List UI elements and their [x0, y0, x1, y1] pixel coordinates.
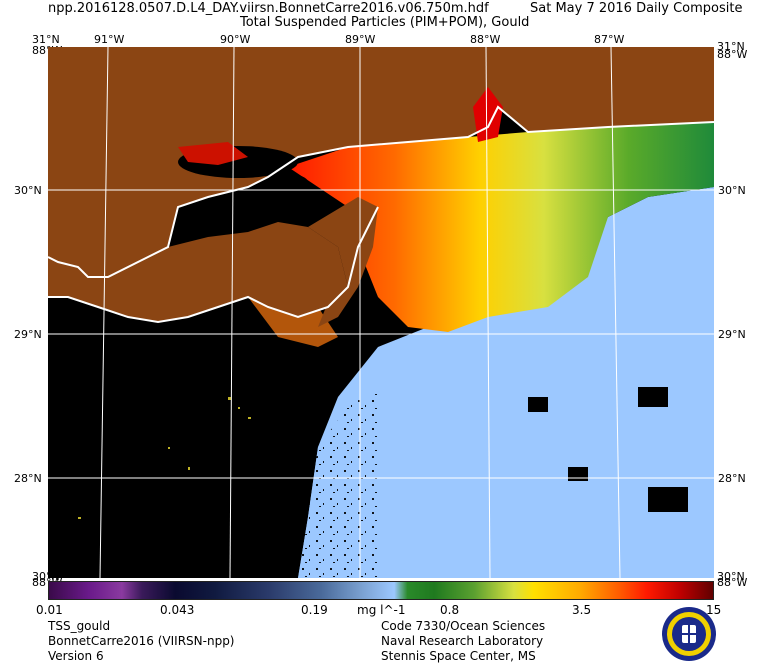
colorbar-tick-2: 0.19	[301, 603, 328, 617]
tss-map[interactable]	[48, 47, 714, 578]
data-speckle	[78, 397, 251, 519]
colorbar	[48, 581, 714, 600]
composite-date-title: Sat May 7 2016 Daily Composite	[530, 1, 743, 16]
map-graphic	[48, 47, 714, 578]
colorbar-tick-4: 3.5	[572, 603, 592, 617]
file-name-title: npp.2016128.0507.D.L4_DAY.viirsn.BonnetC…	[48, 1, 489, 16]
graticule	[48, 47, 714, 578]
footer-region: BonnetCarre2016 (VIIRSN-npp)	[48, 634, 235, 648]
colorbar-tick-1: 0.043	[160, 603, 195, 617]
lat-label-left-29n: 29°N	[14, 328, 42, 341]
offshore-water	[298, 187, 714, 578]
lon-label-87w: 87°W	[594, 33, 625, 46]
top-left-lat-label: 31°N	[32, 33, 60, 46]
footer-code: Code 7330/Ocean Sciences	[381, 619, 546, 633]
lake-borgne	[268, 174, 308, 190]
offshore-speckle	[298, 387, 378, 578]
product-title: Total Suspended Particles (PIM+POM), Gou…	[240, 15, 530, 30]
footer-lab: Naval Research Laboratory	[381, 634, 544, 648]
land-louisiana	[48, 222, 348, 322]
bottom-right-lat-label: 30°N	[717, 570, 745, 583]
lat-label-right-29n: 29°N	[718, 328, 746, 341]
coastline-delta	[48, 206, 379, 324]
lat-label-right-30n: 30°N	[718, 184, 746, 197]
lon-label-88w: 88°W	[470, 33, 501, 46]
lon-label-89w: 89°W	[345, 33, 376, 46]
colorbar-tick-0: 0.01	[36, 603, 63, 617]
footer-version: Version 6	[48, 649, 104, 663]
mobile-bay	[473, 87, 503, 142]
footer-location: Stennis Space Center, MS	[381, 649, 536, 663]
colorbar-tick-3: 0.8	[440, 603, 460, 617]
bottom-right-lon-label: 88°W	[717, 576, 748, 589]
nrl-seal-icon	[661, 606, 717, 662]
sediment-plume	[288, 122, 714, 332]
lon-label-91w: 91°W	[94, 33, 125, 46]
coastline	[48, 105, 714, 278]
lat-label-left-30n: 30°N	[14, 184, 42, 197]
footer-product: TSS_gould	[48, 619, 111, 633]
colorbar-tick-5: 15	[706, 603, 722, 617]
lat-label-left-28n: 28°N	[14, 472, 42, 485]
lake-pontchartrain-plume	[178, 142, 248, 165]
top-right-lat-label: 31°N	[717, 40, 745, 53]
top-right-lon-label: 88°W	[717, 48, 748, 61]
lon-label-90w: 90°W	[220, 33, 251, 46]
colorbar-unit: mg l^-1	[357, 603, 406, 617]
land-mass	[48, 47, 714, 277]
lat-label-right-28n: 28°N	[718, 472, 746, 485]
